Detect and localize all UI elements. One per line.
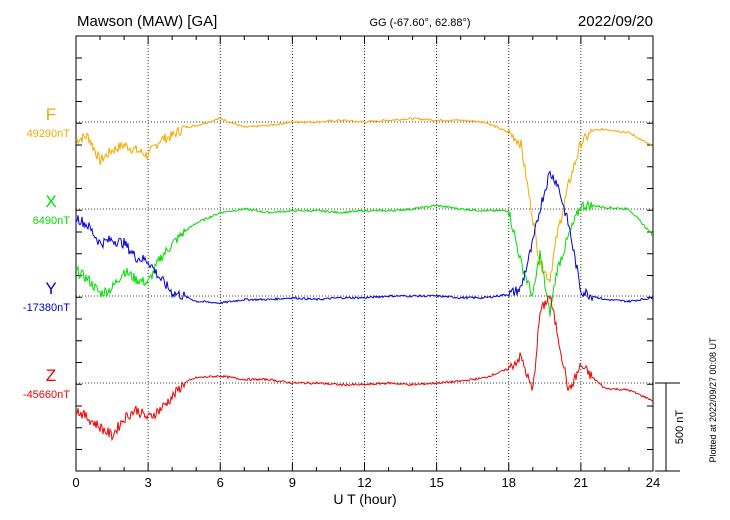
x-tick-label: 6	[217, 475, 224, 490]
series-baseline-x: 6490nT	[33, 215, 71, 227]
series-name-y: Y	[45, 279, 56, 298]
x-tick-label: 12	[357, 475, 371, 490]
series-name-x: X	[45, 192, 56, 211]
series-line-y	[75, 170, 654, 305]
x-tick-label: 24	[646, 475, 660, 490]
plotted-timestamp: Plotted at 2022/09/27 00:08 UT	[708, 337, 718, 463]
series-baseline-y: -17380nT	[23, 302, 70, 314]
coords-label: GG (-67.60°, 62.88°)	[369, 17, 470, 29]
x-tick-label: 0	[72, 475, 79, 490]
series-baseline-z: -45660nT	[23, 389, 70, 401]
station-title: Mawson (MAW) [GA]	[77, 13, 217, 30]
x-tick-label: 18	[502, 475, 516, 490]
axis-ticks	[75, 36, 654, 471]
x-axis-label: U T (hour)	[333, 491, 396, 507]
series-line-z	[75, 295, 654, 442]
x-tick-labels: 0 3 6 9 12 15 18 21 24	[72, 475, 660, 490]
series-line-f	[75, 117, 654, 283]
series-name-z: Z	[46, 366, 56, 385]
x-tick-label: 15	[429, 475, 443, 490]
scale-label: 500 nT	[674, 410, 686, 445]
x-tick-label: 9	[289, 475, 296, 490]
series-labels: F 49290nT X 6490nT Y -17380nT Z -45660nT	[23, 105, 70, 401]
date-label: 2022/09/20	[578, 13, 653, 30]
x-tick-label: 21	[574, 475, 588, 490]
series-baseline-f: 49290nT	[27, 128, 71, 140]
series-line-x	[75, 199, 654, 317]
grid	[147, 36, 582, 471]
series-name-f: F	[46, 105, 56, 124]
series-lines	[75, 117, 654, 442]
x-tick-label: 3	[145, 475, 152, 490]
